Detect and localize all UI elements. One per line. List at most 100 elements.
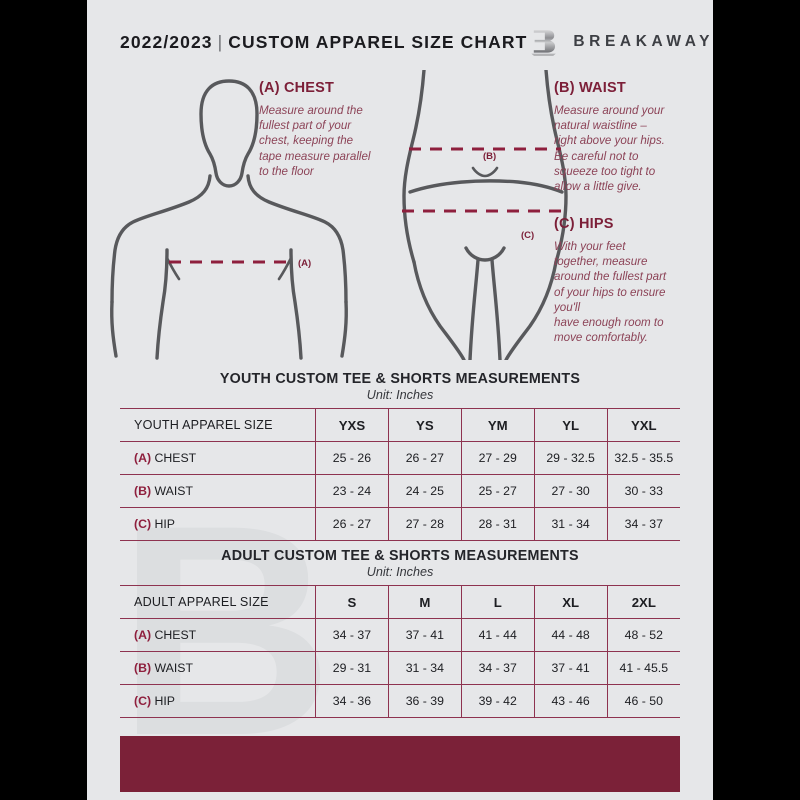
col-header-1: M [388, 585, 462, 619]
col-header-3: YL [534, 408, 608, 442]
adult-size-table: ADULT APPAREL SIZE S M L XL 2XL (A) CHES… [120, 585, 680, 718]
cell: 26 - 27 [315, 507, 389, 541]
row-key: (C) [134, 694, 152, 708]
callout-hips-body: With your feet together, measure around … [554, 240, 667, 345]
col-header-4: YXL [607, 408, 680, 442]
cell: 27 - 28 [388, 507, 462, 541]
col-header-4: 2XL [607, 585, 680, 619]
youth-size-label: YOUTH APPAREL SIZE [120, 408, 316, 442]
cell: 34 - 37 [461, 651, 535, 685]
title-text: CUSTOM APPAREL SIZE CHART [228, 31, 528, 52]
cell: 43 - 46 [534, 684, 608, 718]
callout-waist: (B) WAIST Measure around your natural wa… [554, 80, 704, 194]
cell: 34 - 36 [315, 684, 389, 718]
season-label: 2022/2023 [120, 31, 213, 52]
row-label-waist: (B) WAIST [120, 651, 316, 685]
navel-icon [471, 166, 499, 178]
row-label-hip: (C) HIP [120, 507, 316, 541]
table-row: (C) HIP 26 - 27 27 - 28 28 - 31 31 - 34 … [120, 507, 680, 541]
cell: 41 - 45.5 [607, 651, 680, 685]
upper-body-figure-icon [110, 79, 348, 360]
cell: 34 - 37 [607, 507, 680, 541]
lower-body-figure-icon [402, 70, 568, 360]
cell: 26 - 27 [388, 441, 462, 475]
cell: 34 - 37 [315, 618, 389, 652]
page-title: 2022/2023 | CUSTOM APPAREL SIZE CHART [120, 32, 527, 53]
cell: 31 - 34 [534, 507, 608, 541]
table-row: (B) WAIST 23 - 24 24 - 25 25 - 27 27 - 3… [120, 474, 680, 508]
callout-chest-title: (A) CHEST [259, 80, 335, 96]
cell: 41 - 44 [461, 618, 535, 652]
brand-name: BREAKAWAY [573, 33, 713, 50]
cell: 37 - 41 [388, 618, 462, 652]
callout-waist-title: (B) WAIST [554, 80, 626, 96]
callout-hips-title: (C) HIPS [554, 216, 614, 232]
col-header-3: XL [534, 585, 608, 619]
row-label-waist: (B) WAIST [120, 474, 316, 508]
row-label-chest: (A) CHEST [120, 618, 316, 652]
title-separator: | [217, 31, 224, 52]
cell: 48 - 52 [607, 618, 680, 652]
youth-table-subtitle: Unit: Inches [366, 388, 434, 402]
brand-lockup: BREAKAWAY [527, 25, 713, 59]
cell: 32.5 - 35.5 [607, 441, 680, 475]
callout-chest-body: Measure around the fullest part of your … [259, 104, 371, 178]
row-name: HIP [154, 517, 176, 531]
waist-dimension-label: (B) [483, 151, 497, 162]
measurement-illustration: (A) (B) (C) (A) CHEST Measure around the… [87, 68, 713, 363]
table-row: (A) CHEST 34 - 37 37 - 41 41 - 44 44 - 4… [120, 618, 680, 652]
cell: 28 - 31 [461, 507, 535, 541]
col-header-1: YS [388, 408, 462, 442]
row-name: HIP [154, 694, 176, 708]
cell: 31 - 34 [388, 651, 462, 685]
row-key: (B) [134, 661, 152, 675]
row-key: (B) [134, 484, 152, 498]
cell: 24 - 25 [388, 474, 462, 508]
table-header-row: ADULT APPAREL SIZE S M L XL 2XL [120, 585, 680, 619]
adult-size-label: ADULT APPAREL SIZE [120, 585, 316, 619]
page-header: 2022/2023 | CUSTOM APPAREL SIZE CHART BREA… [87, 22, 713, 62]
cell: 27 - 29 [461, 441, 535, 475]
cell: 39 - 42 [461, 684, 535, 718]
table-header-row: YOUTH APPAREL SIZE YXS YS YM YL YXL [120, 408, 680, 442]
chest-dimension-label: (A) [298, 258, 312, 269]
row-name: WAIST [154, 661, 193, 675]
cell: 36 - 39 [388, 684, 462, 718]
cell: 30 - 33 [607, 474, 680, 508]
row-name: WAIST [154, 484, 193, 498]
youth-table-title: YOUTH CUSTOM TEE & SHORTS MEASUREMENTS [219, 371, 581, 387]
table-row: (A) CHEST 25 - 26 26 - 27 27 - 29 29 - 3… [120, 441, 680, 475]
callout-waist-body: Measure around your natural waistline – … [554, 104, 665, 194]
cell: 25 - 27 [461, 474, 535, 508]
row-label-hip: (C) HIP [120, 684, 316, 718]
cell: 29 - 31 [315, 651, 389, 685]
cell: 23 - 24 [315, 474, 389, 508]
col-header-0: YXS [315, 408, 389, 442]
footer-bar [120, 736, 680, 792]
row-key: (A) [134, 451, 152, 465]
adult-table-subtitle: Unit: Inches [366, 565, 434, 579]
col-header-0: S [315, 585, 389, 619]
youth-size-table: YOUTH APPAREL SIZE YXS YS YM YL YXL (A) … [120, 408, 680, 541]
cell: 37 - 41 [534, 651, 608, 685]
adult-size-table-block: ADULT CUSTOM TEE & SHORTS MEASUREMENTS U… [120, 548, 680, 718]
cell: 29 - 32.5 [534, 441, 608, 475]
cell: 25 - 26 [315, 441, 389, 475]
col-header-2: L [461, 585, 535, 619]
callout-hips: (C) HIPS With your feet together, measur… [554, 216, 706, 345]
table-row: (B) WAIST 29 - 31 31 - 34 34 - 37 37 - 4… [120, 651, 680, 685]
row-key: (C) [134, 517, 152, 531]
youth-size-table-block: YOUTH CUSTOM TEE & SHORTS MEASUREMENTS U… [120, 371, 680, 541]
hips-dimension-label: (C) [521, 230, 535, 241]
table-row: (C) HIP 34 - 36 36 - 39 39 - 42 43 - 46 … [120, 684, 680, 718]
row-name: CHEST [154, 628, 197, 642]
cell: 27 - 30 [534, 474, 608, 508]
row-key: (A) [134, 628, 152, 642]
col-header-2: YM [461, 408, 535, 442]
size-chart-page: B 2022/2023 | CUSTOM APPAREL SIZE CHART BR… [87, 0, 713, 800]
row-name: CHEST [154, 451, 197, 465]
cell: 44 - 48 [534, 618, 608, 652]
callout-chest: (A) CHEST Measure around the fullest par… [259, 80, 419, 179]
row-label-chest: (A) CHEST [120, 441, 316, 475]
cell: 46 - 50 [607, 684, 680, 718]
